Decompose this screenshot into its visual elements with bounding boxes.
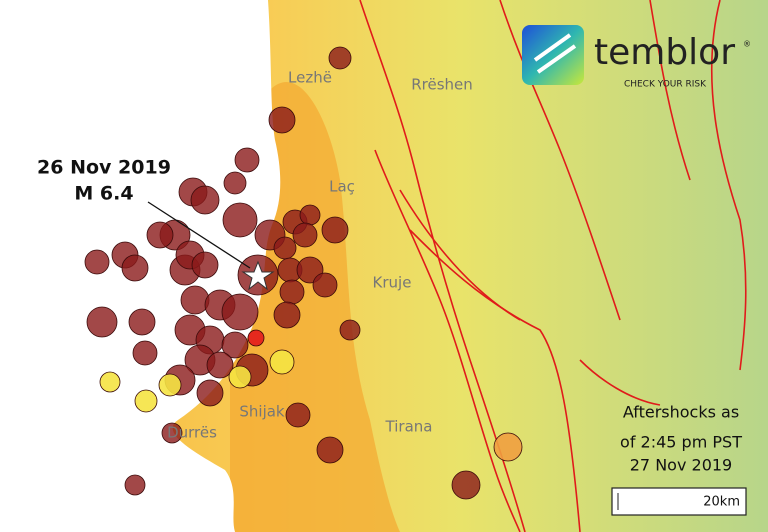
aftershock <box>161 422 183 444</box>
aftershock <box>190 185 220 215</box>
aftershock <box>268 106 296 134</box>
logo-icon <box>522 25 584 85</box>
aftershock <box>285 402 311 428</box>
scale-label: 20km <box>703 495 740 510</box>
aftershock <box>196 379 224 407</box>
aftershock <box>339 319 361 341</box>
aftershock <box>86 306 118 338</box>
aftershock <box>279 279 305 305</box>
place-label: Durrës <box>167 424 217 442</box>
aftershock <box>121 254 149 282</box>
aftershock <box>158 373 182 397</box>
aftershock <box>328 46 352 70</box>
aftershock <box>134 389 158 413</box>
aftershock <box>316 436 344 464</box>
aftershock <box>273 301 301 329</box>
legend-line: 27 Nov 2019 <box>630 456 732 475</box>
mainshock-magnitude: M 6.4 <box>74 183 133 205</box>
aftershock <box>84 249 110 275</box>
aftershock <box>132 340 158 366</box>
aftershock <box>493 432 523 462</box>
aftershock <box>292 222 318 248</box>
aftershock <box>234 147 260 173</box>
aftershock <box>269 349 295 375</box>
logo-name: temblor <box>594 32 735 73</box>
place-label: Lezhë <box>288 69 332 87</box>
aftershock <box>312 272 338 298</box>
aftershock <box>99 371 121 393</box>
place-label: Shijak <box>239 403 285 421</box>
mainshock-date: 26 Nov 2019 <box>37 157 171 179</box>
place-label: Laç <box>329 178 355 196</box>
mainshock-star <box>241 260 275 291</box>
aftershock <box>221 331 249 359</box>
aftershock <box>128 308 156 336</box>
logo-trademark: ® <box>743 40 751 49</box>
legend-line: of 2:45 pm PST <box>620 433 742 452</box>
aftershock <box>451 470 481 500</box>
scale-bar: 20km <box>611 487 747 516</box>
aftershock <box>221 293 259 331</box>
place-label: Kruje <box>373 274 412 292</box>
logo: temblor ® CHECK YOUR RISK <box>522 25 751 90</box>
legend-line: Aftershocks as <box>623 403 739 422</box>
aftershock <box>124 474 146 496</box>
logo-tagline: CHECK YOUR RISK <box>624 80 707 90</box>
aftershock <box>146 221 174 249</box>
place-label: Rrëshen <box>411 76 473 94</box>
aftershock <box>180 285 210 315</box>
aftershock <box>228 365 252 389</box>
aftershock <box>273 236 297 260</box>
aftershock <box>191 251 219 279</box>
aftershock <box>247 329 265 347</box>
aftershock <box>222 202 258 238</box>
logo-mark <box>533 33 577 74</box>
aftershock <box>206 351 234 379</box>
aftershock <box>299 204 321 226</box>
aftershock <box>321 216 349 244</box>
place-label: Tirana <box>385 418 433 436</box>
aftershocks <box>84 46 523 500</box>
callout-line <box>147 201 251 269</box>
legend: Aftershocks as of 2:45 pm PST 27 Nov 201… <box>620 403 742 475</box>
aftershock <box>223 171 247 195</box>
scale-box <box>611 487 747 516</box>
